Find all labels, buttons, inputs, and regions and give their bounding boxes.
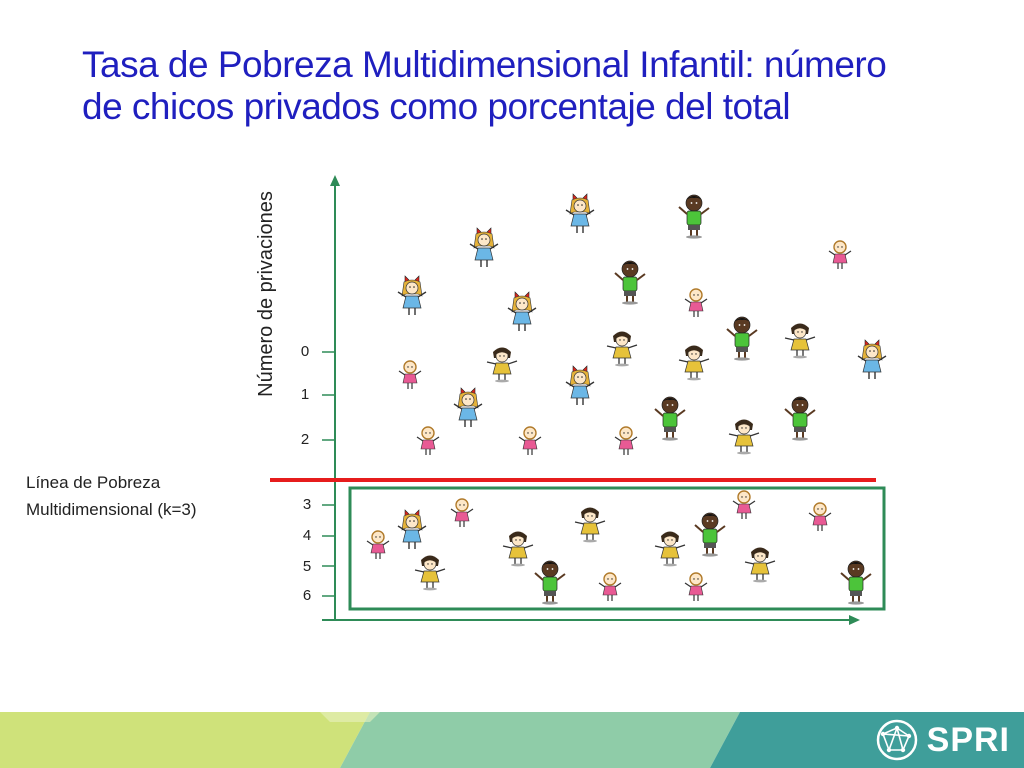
child-figure	[828, 240, 852, 270]
tick-label: 3	[302, 496, 312, 513]
poverty-box	[348, 486, 886, 611]
child-figure	[565, 365, 595, 406]
child-figure	[573, 506, 607, 544]
x-axis-arrow	[849, 615, 860, 625]
child-figure	[485, 346, 519, 384]
title-line-1: Tasa de Pobreza Multidimensional Infanti…	[82, 44, 887, 85]
child-figure	[678, 194, 710, 240]
tick-label: 4	[302, 527, 312, 544]
child-figure	[453, 387, 483, 428]
child-figure	[727, 418, 761, 456]
tick-label: 0	[300, 343, 310, 360]
logo-text: SPRI	[926, 720, 1010, 759]
child-figure	[614, 426, 638, 456]
child-figure	[598, 572, 622, 602]
child-figure	[784, 396, 816, 442]
child-figure	[507, 291, 537, 332]
child-figure	[840, 560, 872, 606]
child-figure	[501, 530, 535, 568]
tick-label: 5	[302, 558, 312, 575]
child-figure	[605, 330, 639, 368]
child-figure	[413, 554, 447, 592]
globe-icon	[876, 719, 917, 761]
poverty-line-label: Línea de Pobreza Multidimensional (k=3)	[26, 469, 197, 523]
spri-logo: SPRI	[875, 718, 1010, 762]
child-figure	[783, 322, 817, 360]
footer-green-band	[340, 712, 740, 768]
child-figure	[366, 530, 390, 560]
child-figure	[469, 227, 499, 268]
poverty-line-label-2: Multidimensional (k=3)	[26, 500, 197, 519]
footer-lime-band	[0, 712, 370, 768]
poverty-line-label-1: Línea de Pobreza	[26, 473, 161, 492]
child-figure	[518, 426, 542, 456]
child-figure	[614, 260, 646, 306]
child-figure	[397, 275, 427, 316]
child-figure	[416, 426, 440, 456]
tick-label: 6	[302, 587, 312, 604]
child-figure	[654, 396, 686, 442]
y-axis-arrow	[330, 175, 340, 186]
page-title: Tasa de Pobreza Multidimensional Infanti…	[82, 44, 982, 128]
diagram-canvas	[270, 175, 887, 625]
footer-accent	[320, 712, 380, 722]
child-figure	[565, 193, 595, 234]
child-figure	[397, 509, 427, 550]
child-figure	[732, 490, 756, 520]
child-figure	[684, 572, 708, 602]
tick-label: 2	[300, 431, 310, 448]
child-figure	[684, 288, 708, 318]
tick-label: 1	[300, 386, 310, 403]
child-figure	[694, 512, 726, 558]
child-figure	[808, 502, 832, 532]
child-figure	[726, 316, 758, 362]
child-figure	[534, 560, 566, 606]
title-line-2: de chicos privados como porcentaje del t…	[82, 86, 791, 127]
child-figure	[398, 360, 422, 390]
child-figure	[857, 339, 887, 380]
child-figure	[653, 530, 687, 568]
footer-band	[0, 712, 1024, 768]
child-figure	[743, 546, 777, 584]
footer-teal-band	[710, 712, 1024, 768]
child-figure	[677, 344, 711, 382]
child-figure	[450, 498, 474, 528]
